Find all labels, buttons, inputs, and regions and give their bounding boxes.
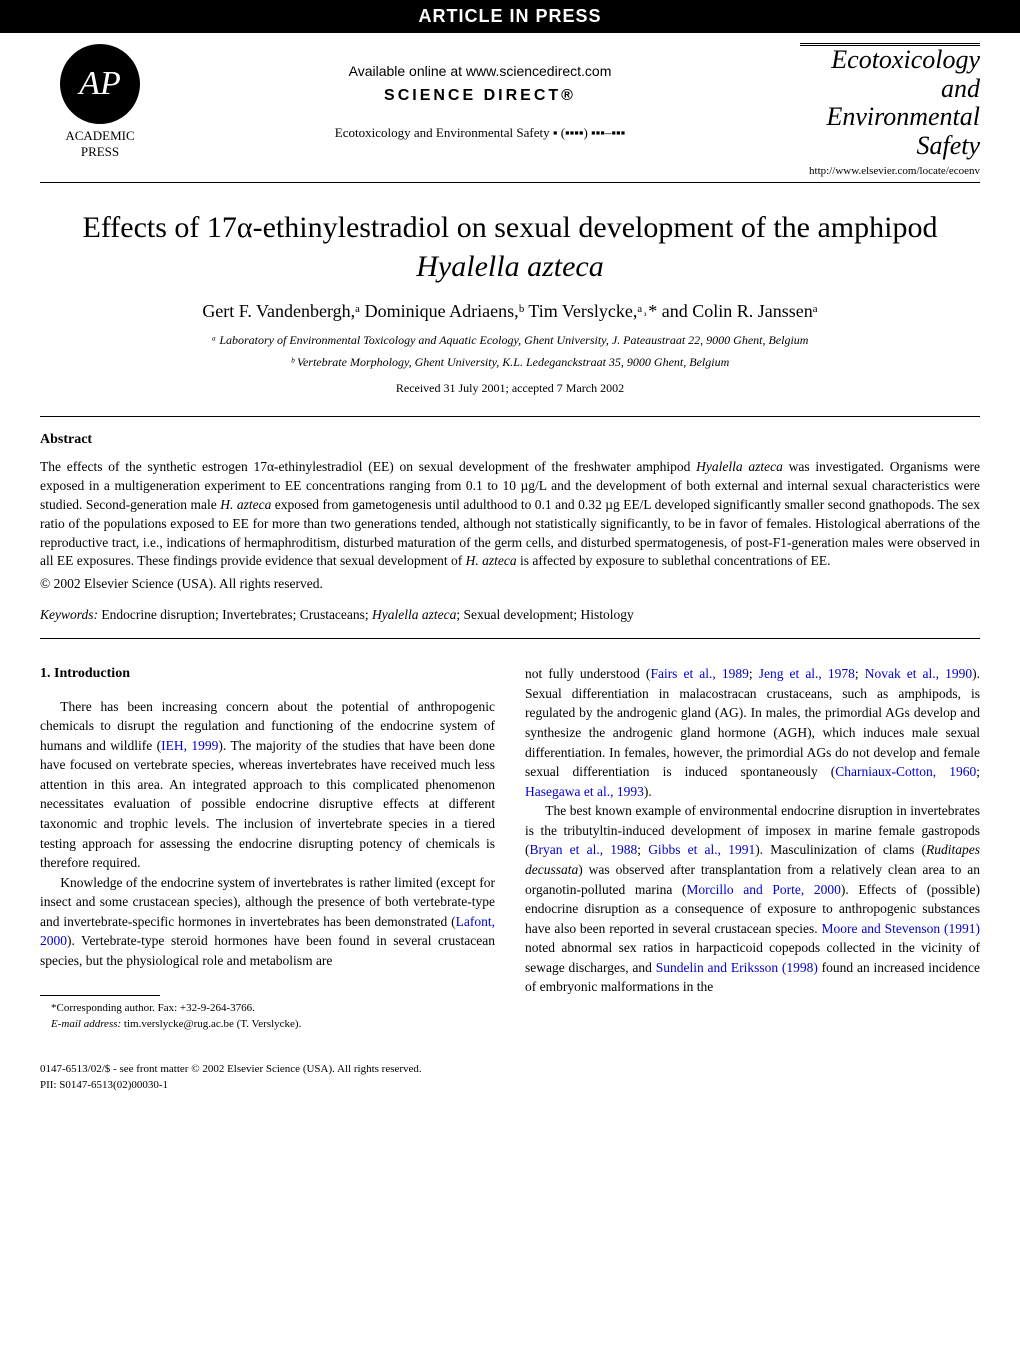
keywords-text: Endocrine disruption; Invertebrates; Cru… — [101, 607, 633, 622]
left-column: 1. Introduction There has been increasin… — [40, 664, 495, 1032]
abstract-text: The effects of the synthetic estrogen 17… — [40, 458, 980, 571]
intro-p3: not fully understood (Fairs et al., 1989… — [525, 664, 980, 801]
body-columns: 1. Introduction There has been increasin… — [40, 664, 980, 1032]
authors-list: Gert F. Vandenbergh,ᵃ Dominique Adriaens… — [40, 301, 980, 322]
received-dates: Received 31 July 2001; accepted 7 March … — [0, 381, 1020, 396]
footer: 0147-6513/02/$ - see front matter © 2002… — [40, 1062, 980, 1093]
publisher-logo: AP ACADEMIC PRESS — [40, 44, 160, 159]
journal-name: Ecotoxicology and Environmental Safety — [800, 46, 980, 160]
center-header: Available online at www.sciencedirect.co… — [160, 63, 800, 141]
publisher-name-1: ACADEMIC — [65, 128, 134, 143]
email-label: E-mail address: — [51, 1018, 121, 1030]
keywords-label: Keywords: — [40, 607, 98, 622]
abstract-copyright: © 2002 Elsevier Science (USA). All right… — [40, 576, 980, 592]
affiliation-a: ᵃ Laboratory of Environmental Toxicology… — [60, 332, 960, 349]
affiliation-b: ᵇ Vertebrate Morphology, Ghent Universit… — [60, 354, 960, 371]
header-row: AP ACADEMIC PRESS Available online at ww… — [0, 33, 1020, 165]
email-address[interactable]: tim.verslycke@rug.ac.be (T. Verslycke). — [124, 1018, 301, 1030]
intro-p1: There has been increasing concern about … — [40, 697, 495, 873]
article-status-bar: ARTICLE IN PRESS — [0, 0, 1020, 33]
keywords-divider — [40, 638, 980, 639]
science-direct-logo: SCIENCE DIRECT® — [160, 87, 800, 105]
keywords-line: Keywords: Endocrine disruption; Inverteb… — [40, 607, 980, 623]
article-title: Effects of 17α-ethinylestradiol on sexua… — [60, 208, 960, 286]
footer-line2: PII: S0147-6513(02)00030-1 — [40, 1078, 980, 1093]
journal-reference: Ecotoxicology and Environmental Safety ▪… — [160, 125, 800, 141]
available-online-text: Available online at www.sciencedirect.co… — [160, 63, 800, 79]
journal-name-box: Ecotoxicology and Environmental Safety — [800, 43, 980, 160]
footnote-divider — [40, 995, 160, 996]
ap-logo-icon: AP — [60, 44, 140, 124]
intro-p2: Knowledge of the endocrine system of inv… — [40, 873, 495, 971]
footer-line1: 0147-6513/02/$ - see front matter © 2002… — [40, 1062, 980, 1077]
abstract-section: Abstract The effects of the synthetic es… — [40, 416, 980, 592]
publisher-name-2: PRESS — [81, 144, 119, 159]
introduction-heading: 1. Introduction — [40, 664, 495, 684]
corresponding-author-footnote: *Corresponding author. Fax: +32-9-264-37… — [40, 1001, 495, 1016]
intro-p4: The best known example of environmental … — [525, 801, 980, 997]
divider — [40, 182, 980, 183]
publisher-name: ACADEMIC PRESS — [40, 128, 160, 159]
abstract-heading: Abstract — [40, 432, 980, 448]
right-column: not fully understood (Fairs et al., 1989… — [525, 664, 980, 1032]
journal-url[interactable]: http://www.elsevier.com/locate/ecoenv — [0, 165, 1020, 177]
email-footnote: E-mail address: tim.verslycke@rug.ac.be … — [40, 1017, 495, 1032]
